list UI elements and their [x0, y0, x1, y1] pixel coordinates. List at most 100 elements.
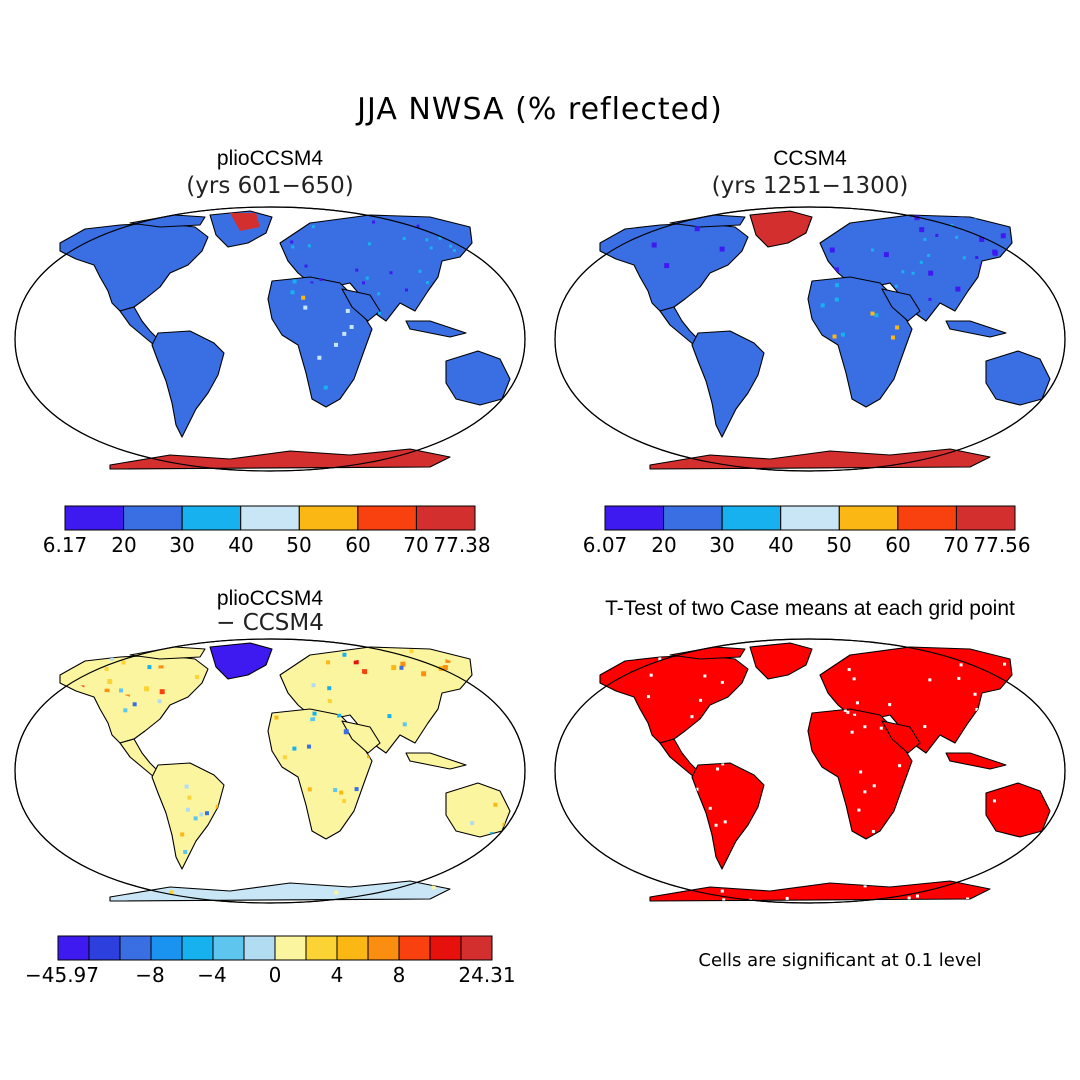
map-speckle — [1018, 906, 1021, 907]
map-speckle — [311, 225, 315, 229]
map-speckle — [510, 685, 514, 689]
map-speckle — [13, 665, 17, 669]
map-speckle — [73, 217, 76, 220]
map-speckle — [290, 290, 295, 295]
map-speckle — [117, 638, 121, 642]
map-speckle — [23, 668, 28, 673]
map-speckle — [907, 896, 911, 900]
map-speckle — [1000, 233, 1006, 239]
map-speckle — [367, 639, 371, 643]
colorbar-diff — [57, 935, 493, 961]
map-speckle — [872, 784, 876, 788]
map-speckle — [1051, 848, 1054, 851]
map-speckle — [376, 901, 380, 905]
map-speckle — [687, 906, 690, 907]
map-speckle — [16, 637, 21, 642]
map-speckle — [919, 260, 923, 264]
landmass-australia — [985, 782, 1051, 838]
map-speckle — [97, 881, 101, 885]
map-speckle — [80, 890, 84, 894]
map-speckle — [449, 884, 454, 889]
map-speckle — [527, 721, 530, 725]
map-speckle — [502, 703, 506, 707]
map-speckle — [565, 467, 568, 470]
landmass-antarctica — [109, 880, 451, 902]
map-speckle — [63, 900, 68, 905]
map-speckle — [520, 657, 525, 662]
map-speckle — [658, 657, 662, 661]
map-speckle — [300, 902, 304, 906]
panel-diff-subtitle: − CCSM4 — [216, 610, 324, 636]
map-speckle — [527, 758, 530, 762]
map-speckle — [25, 707, 30, 712]
map-speckle — [66, 643, 70, 647]
map-speckle — [1058, 716, 1061, 719]
map-speckle — [443, 644, 448, 649]
map-speckle — [564, 257, 569, 262]
map-speckle — [524, 733, 528, 737]
map-speckle — [478, 673, 482, 677]
colorbar-swatch — [460, 935, 493, 961]
map-speckle — [932, 470, 937, 475]
map-speckle — [521, 721, 526, 726]
map-speckle — [680, 214, 684, 218]
map-speckle — [820, 303, 825, 308]
map-speckle — [1031, 867, 1034, 870]
map-speckle — [966, 897, 970, 901]
map-speckle — [888, 703, 892, 707]
map-diff — [13, 636, 530, 907]
map-speckle — [485, 432, 489, 436]
map-speckle — [1038, 642, 1041, 645]
map-speckle — [518, 828, 522, 832]
map-speckle — [559, 221, 564, 226]
map-speckle — [411, 904, 415, 907]
map-speckle — [517, 902, 522, 907]
map-speckle — [1066, 820, 1069, 823]
map-speckle — [625, 456, 630, 461]
map-speckle — [1016, 458, 1021, 463]
map-speckle — [651, 242, 657, 248]
map-speckle — [156, 905, 160, 907]
map-speckle — [671, 888, 674, 891]
map-speckle — [462, 899, 467, 904]
map-speckle — [218, 902, 223, 907]
map-speckle — [1034, 850, 1037, 853]
map-speckle — [896, 209, 899, 212]
map-speckle — [354, 472, 358, 475]
map-speckle — [714, 823, 718, 827]
map-speckle — [57, 903, 62, 907]
map-speckle — [71, 885, 76, 890]
map-speckle — [890, 335, 895, 340]
map-speckle — [1057, 289, 1061, 293]
map-speckle — [438, 236, 442, 240]
map-speckle — [342, 331, 347, 336]
map-speckle — [503, 235, 507, 239]
map-speckle — [1034, 450, 1039, 455]
map-speckle — [101, 449, 105, 453]
map-speckle — [521, 689, 526, 694]
map-speckle — [517, 901, 521, 905]
map-speckle — [515, 682, 520, 687]
map-speckle — [578, 422, 581, 425]
map-speckle — [829, 247, 835, 253]
map-speckle — [36, 866, 40, 870]
map-speckle — [665, 214, 668, 217]
map-speckle — [474, 638, 478, 642]
map-speckle — [1051, 702, 1054, 705]
map-speckle — [520, 221, 524, 225]
cb-plio-label: 30 — [169, 533, 195, 557]
map-speckle — [323, 385, 328, 390]
map-speckle — [416, 224, 420, 228]
map-speckle — [499, 886, 503, 890]
map-speckle — [46, 848, 51, 853]
map-speckle — [694, 226, 700, 232]
map-speckle — [500, 670, 505, 675]
map-speckle — [36, 465, 40, 469]
map-speckle — [522, 877, 526, 881]
map-speckle — [521, 905, 525, 907]
map-speckle — [80, 636, 84, 640]
map-speckle — [1045, 210, 1048, 213]
map-speckle — [1050, 895, 1053, 898]
map-speckle — [479, 648, 483, 652]
map-speckle — [31, 260, 35, 264]
